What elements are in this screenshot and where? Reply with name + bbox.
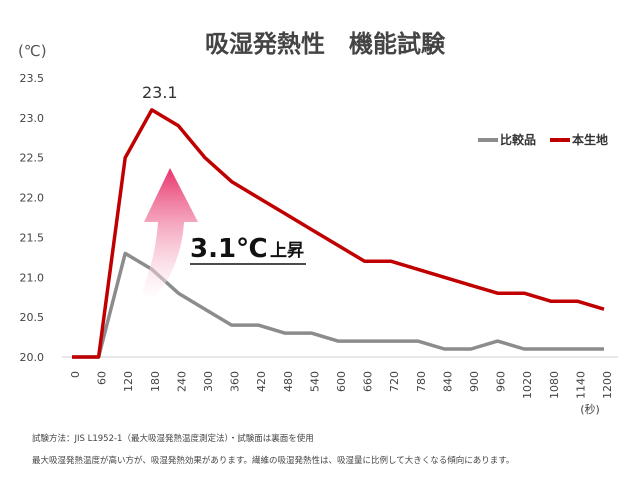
y-tick-label: 21.5 xyxy=(20,231,45,244)
legend: 比較品 本生地 xyxy=(478,132,608,147)
callout-label: 上昇 xyxy=(270,241,304,261)
explanation-note: 最大吸湿発熱温度が高い方が、吸湿発熱効果があります。繊維の吸湿発熱性は、吸湿量に… xyxy=(32,456,515,466)
series-line-fabric xyxy=(72,108,605,359)
x-tick-label: 660 xyxy=(362,371,375,392)
x-axis-ticks: 0 60 120 180 240 300 360 420 480 540 600 660 720 780 8… xyxy=(69,371,614,399)
y-tick-label: 20.0 xyxy=(20,351,45,364)
x-tick-label: 420 xyxy=(255,371,268,392)
rise-arrow-icon xyxy=(142,168,198,300)
y-axis-ticks: 20.0 20.5 21.0 21.5 22.0 22.5 23.0 23.5 xyxy=(20,72,45,364)
y-tick-label: 20.5 xyxy=(20,311,45,324)
x-tick-label: 1140 xyxy=(574,371,587,399)
x-tick-label: 0 xyxy=(69,371,82,378)
y-tick-label: 21.0 xyxy=(20,271,45,284)
y-tick-label: 23.0 xyxy=(20,112,45,125)
legend-label: 本生地 xyxy=(572,132,608,147)
chart-title: 吸湿発熱性 機能試験 xyxy=(205,30,446,58)
x-tick-label: 1080 xyxy=(548,371,561,399)
peak-label: 23.1 xyxy=(142,83,178,102)
x-tick-label: 540 xyxy=(308,371,321,392)
x-tick-label: 780 xyxy=(415,371,428,392)
x-tick-label: 300 xyxy=(202,371,215,392)
x-tick-label: 900 xyxy=(468,371,481,392)
x-axis-unit: (秒) xyxy=(580,402,600,416)
x-tick-label: 60 xyxy=(96,371,109,385)
x-tick-label: 1020 xyxy=(521,371,534,399)
x-tick-label: 720 xyxy=(388,371,401,392)
y-axis-unit: (℃) xyxy=(18,42,47,60)
test-method-note: 試験方法：JIS L1952-1（最大吸湿発熱温度測定法）・試験面は裏面を使用 xyxy=(32,434,314,444)
x-tick-label: 1200 xyxy=(601,371,614,399)
x-tick-label: 240 xyxy=(175,371,188,392)
y-tick-label: 23.5 xyxy=(20,72,45,85)
x-tick-label: 120 xyxy=(122,371,135,392)
chart: 吸湿発熱性 機能試験 (℃) (秒) 20.020.521.021.522.02… xyxy=(18,30,618,416)
x-tick-label: 840 xyxy=(441,371,454,392)
legend-label: 比較品 xyxy=(500,132,536,147)
x-tick-label: 960 xyxy=(495,371,508,392)
callout-value: 3.1℃ xyxy=(190,234,268,264)
x-tick-label: 180 xyxy=(149,371,162,392)
x-tick-label: 360 xyxy=(229,371,242,392)
x-tick-label: 480 xyxy=(282,371,295,392)
y-tick-label: 22.5 xyxy=(20,152,45,165)
x-tick-label: 600 xyxy=(335,371,348,392)
y-tick-label: 22.0 xyxy=(20,192,45,205)
